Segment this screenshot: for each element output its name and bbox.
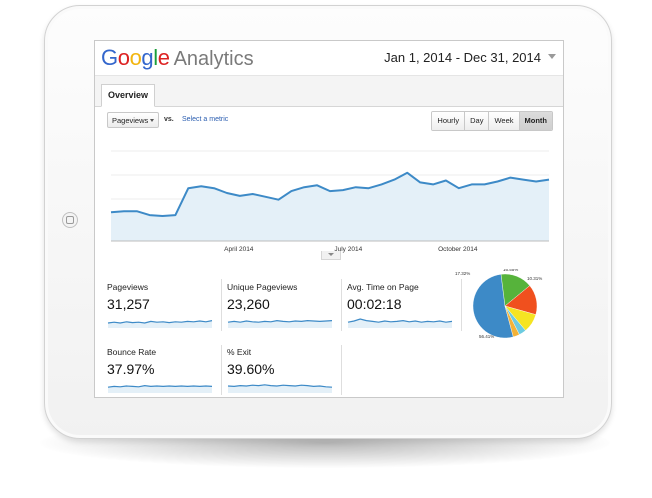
- select-metric-link[interactable]: Select a metric: [182, 116, 229, 123]
- sparkline-line: [107, 320, 213, 324]
- logo-letter-l: l: [153, 45, 158, 70]
- scorecard-value: 23,260: [227, 296, 270, 312]
- scorecard-value: 37.97%: [107, 361, 155, 377]
- scorecard-unique-pageviews[interactable]: Unique Pageviews 23,260: [227, 282, 335, 328]
- metric-select[interactable]: Pageviews: [107, 112, 159, 128]
- scorecard-sparkline: [347, 318, 453, 328]
- chart-collapse-handle[interactable]: [321, 251, 341, 260]
- divider: [341, 345, 342, 395]
- scorecard-avg-time-on-page[interactable]: Avg. Time on Page 00:02:18: [347, 282, 455, 328]
- scorecard-label: Bounce Rate: [107, 347, 157, 357]
- scorecard-label: Pageviews: [107, 282, 149, 292]
- google-analytics-logo[interactable]: Google Analytics: [101, 45, 254, 72]
- chart-series-line: [110, 171, 550, 217]
- pie-chart-svg: 56.41% 17.32% 16.55% 10.31%: [455, 267, 542, 339]
- logo-letter-e: e: [157, 45, 170, 70]
- sparkline-fill: [228, 384, 332, 393]
- day-button[interactable]: Day: [465, 112, 490, 130]
- scorecard-value: 31,257: [107, 296, 150, 312]
- x-tick-label: October 2014: [438, 246, 478, 253]
- pie-slice: [472, 274, 514, 339]
- scorecard-bounce-rate[interactable]: Bounce Rate 37.97%: [107, 347, 215, 393]
- scorecard-sparkline: [107, 384, 213, 393]
- chart-area-fill: [111, 172, 549, 241]
- pie-data-label: 10.31%: [527, 276, 542, 281]
- logo-letter-g2: g: [141, 45, 154, 70]
- tab-overview[interactable]: Overview: [101, 84, 156, 107]
- sparkline-fill: [108, 320, 212, 328]
- week-button[interactable]: Week: [489, 112, 520, 130]
- pie-chart[interactable]: 56.41% 17.32% 16.55% 10.31%: [455, 267, 559, 343]
- scorecard-label: Unique Pageviews: [227, 282, 298, 292]
- hourly-button[interactable]: Hourly: [432, 112, 466, 130]
- scorecard-sparkline: [227, 384, 333, 393]
- ga-header: Google Analytics Jan 1, 2014 - Dec 31, 20…: [95, 41, 563, 76]
- metric-select-value: Pageviews: [112, 116, 149, 125]
- sparkline-fill: [348, 319, 452, 328]
- scorecard-value: 39.60%: [227, 361, 275, 377]
- chevron-down-icon: [150, 119, 154, 122]
- sparkline-line: [107, 384, 213, 388]
- scorecard-sparkline: [227, 319, 333, 328]
- divider: [221, 279, 222, 331]
- vs-label: vs.: [164, 116, 174, 123]
- scorecard-pageviews[interactable]: Pageviews 31,257: [107, 282, 215, 328]
- scorecard-label: Avg. Time on Page: [347, 282, 419, 292]
- sparkline-line: [347, 318, 453, 323]
- pie-data-label: 17.32%: [455, 271, 470, 276]
- pie-slice: [504, 305, 520, 338]
- date-range-picker[interactable]: Jan 1, 2014 - Dec 31, 2014: [384, 50, 541, 65]
- chevron-down-icon[interactable]: [548, 54, 556, 59]
- home-button-icon: [66, 216, 74, 224]
- scorecard-sparkline: [107, 320, 213, 328]
- period-button-group: Hourly Day Week Month: [431, 111, 553, 131]
- home-button[interactable]: [62, 212, 78, 228]
- pie-data-label: 16.55%: [503, 269, 518, 272]
- x-tick-label: April 2014: [224, 246, 254, 253]
- tab-bar: Overview: [95, 76, 563, 107]
- product-name: Analytics: [173, 48, 254, 70]
- month-button[interactable]: Month: [519, 112, 552, 130]
- logo-letter-g1: G: [101, 45, 118, 70]
- logo-letter-o2: o: [129, 45, 142, 70]
- pageviews-line-chart[interactable]: April 2014 July 2014 October 2014: [95, 137, 563, 267]
- ga-screen: Google Analytics Jan 1, 2014 - Dec 31, 20…: [94, 40, 564, 398]
- pie-data-label: 56.41%: [479, 334, 494, 339]
- divider: [341, 279, 342, 331]
- sparkline-line: [227, 319, 333, 323]
- scorecard-exit-rate[interactable]: % Exit 39.60%: [227, 347, 335, 393]
- divider: [221, 345, 222, 395]
- logo-letter-o1: o: [117, 45, 130, 70]
- scorecard-value: 00:02:18: [347, 296, 402, 312]
- scorecard-label: % Exit: [227, 347, 252, 357]
- divider: [461, 279, 462, 331]
- chevron-down-icon: [328, 253, 334, 256]
- sparkline-fill: [108, 385, 212, 393]
- sparkline-line: [227, 384, 333, 388]
- x-tick-label: July 2014: [334, 246, 362, 253]
